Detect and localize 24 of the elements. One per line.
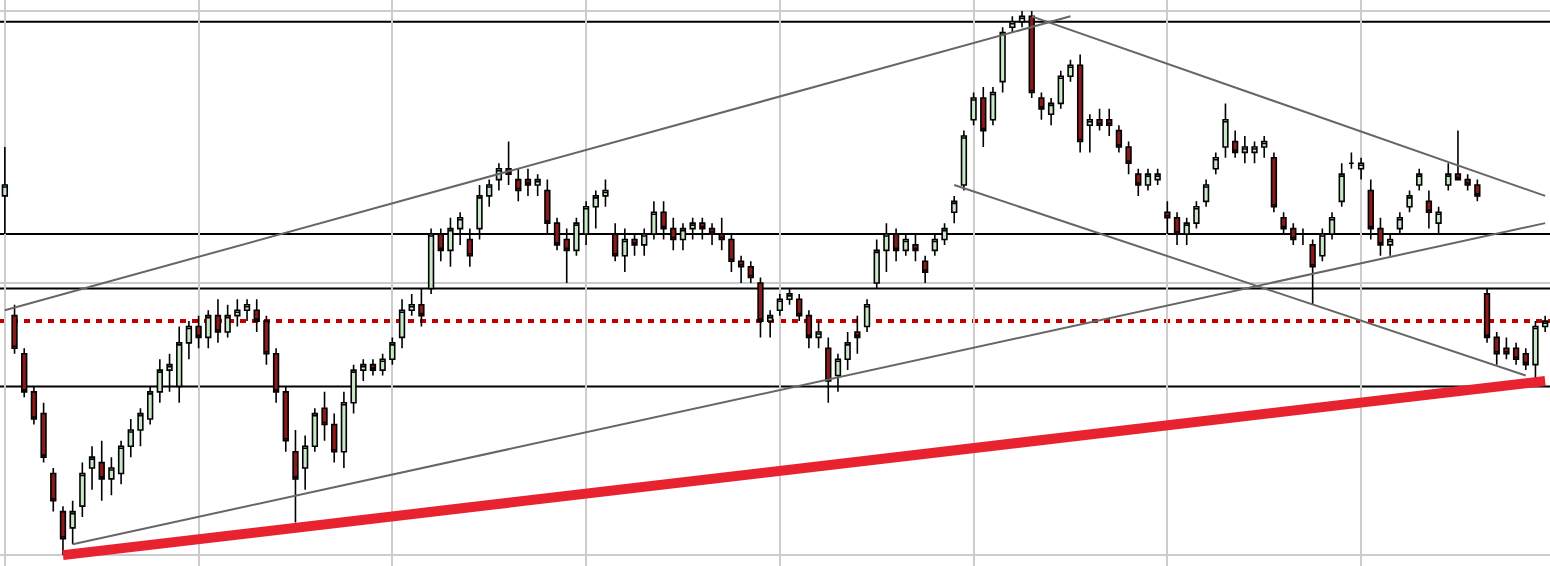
candlestick [747,260,754,284]
candlestick [50,467,57,513]
candlestick [999,26,1006,94]
candlestick [863,298,871,333]
candlestick [951,195,958,224]
candlestick [921,254,929,284]
candlestick [960,129,968,192]
candlestick [1348,151,1355,170]
candlestick [1212,151,1219,175]
candlestick [1338,162,1345,208]
candlestick [79,461,86,518]
candlestick [1270,151,1278,214]
candlestick [515,167,522,203]
candlestick [1445,162,1452,192]
candlestick [11,303,18,355]
candlestick [1135,167,1142,197]
candlestick [1357,157,1365,181]
candlestick [88,445,96,491]
candlestick [989,86,997,126]
candlestick [1202,178,1210,208]
candlestick [398,298,406,350]
candlestick [854,314,861,355]
candlestick [1416,167,1423,192]
candlestick [1406,189,1413,214]
